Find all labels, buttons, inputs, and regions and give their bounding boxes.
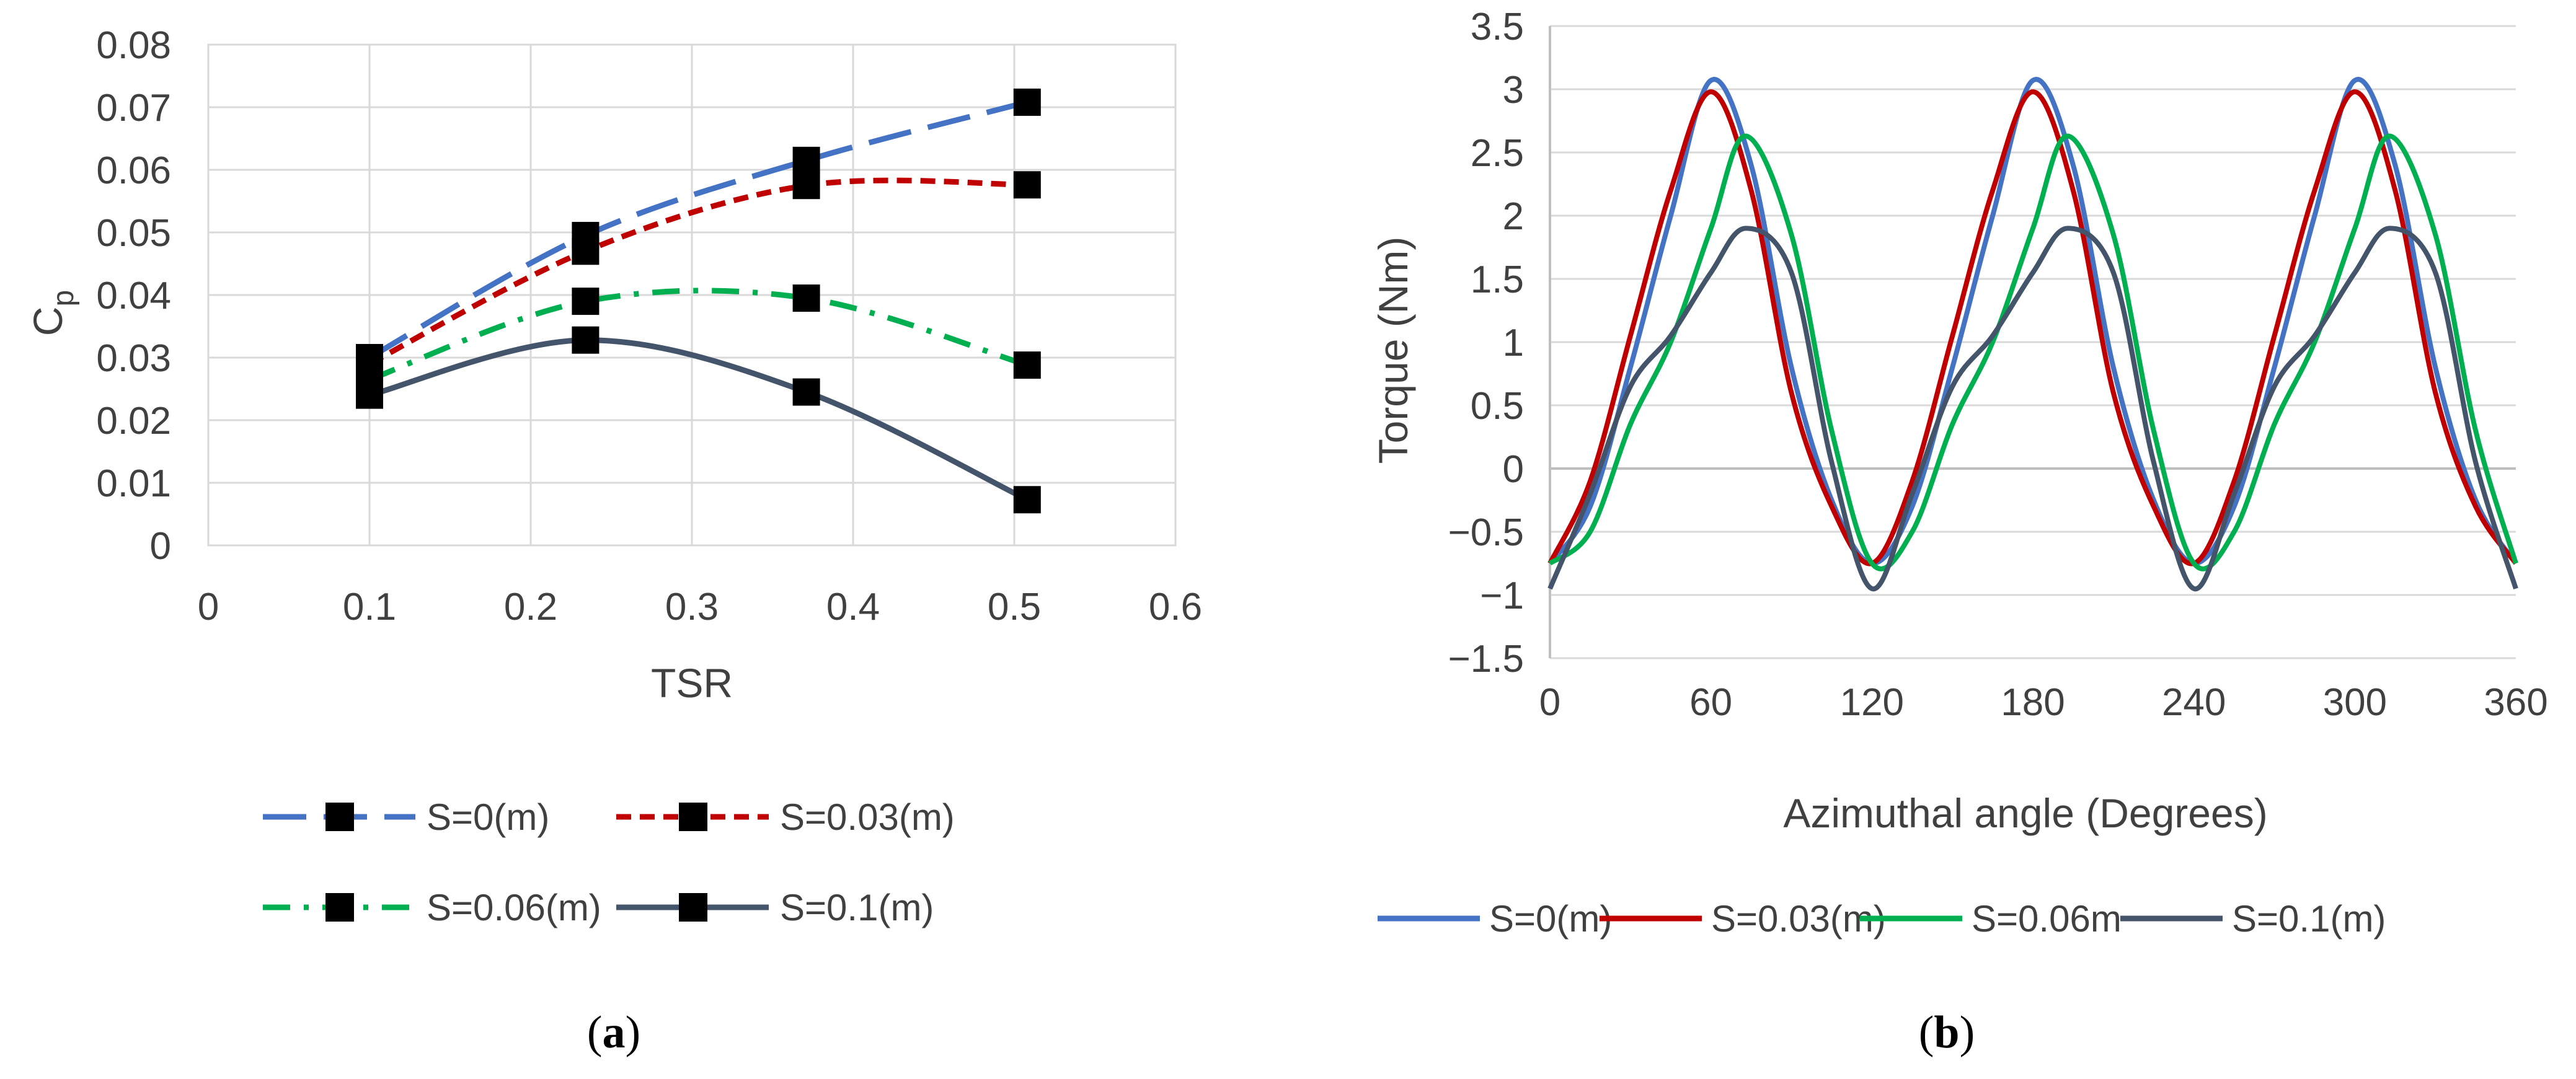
series-line-a-0 <box>368 99 1028 360</box>
legend-entry-b-1: S=0.03(m) <box>1600 898 1886 940</box>
series-line-a-2 <box>368 288 1029 382</box>
x-tick-label-a: 0.1 <box>343 586 396 628</box>
y-tick-label-a: 0 <box>150 525 171 568</box>
legend-label: S=0.03(m) <box>780 796 955 838</box>
y-tick-label-b: −1.5 <box>1448 638 1524 680</box>
x-axis-title-b: Azimuthal angle (Degrees) <box>1783 790 2267 836</box>
y-tick-label-a: 0.06 <box>96 149 171 192</box>
y-tick-label-b: 0.5 <box>1471 385 1524 428</box>
y-tick-label-b: 2 <box>1503 195 1524 238</box>
y-axis-title-b: Torque (Nm) <box>1370 237 1416 464</box>
y-tick-label-b: 3.5 <box>1471 6 1524 48</box>
y-tick-label-b: 0 <box>1503 448 1524 491</box>
series-line-b-1 <box>1547 89 2518 566</box>
legend-entry-b-0: S=0(m) <box>1378 898 1612 940</box>
data-marker-a <box>1013 351 1041 379</box>
legend-entry-a-2: S=0.06(m) <box>263 887 601 928</box>
y-tick-label-a: 0.02 <box>96 400 171 443</box>
series-group-b <box>1547 77 2518 591</box>
y-axis-title-a: Cp <box>25 290 80 336</box>
y-tick-label-a: 0.03 <box>96 337 171 380</box>
series-line-b-3 <box>1547 226 2518 591</box>
data-marker-a <box>1013 171 1041 199</box>
y-tick-label-a: 0.08 <box>96 24 171 67</box>
y-tick-labels-b: −1.5 −1 −0.5 0 0.5 1 1.5 2 2.5 3 3.5 <box>1448 6 1524 680</box>
legend-label: S=0.06m <box>1972 898 2122 940</box>
cp-vs-tsr-chart: 0 0.01 0.02 0.03 0.04 0.05 0.06 0.07 0.08 0 0.1 0.… <box>25 24 1202 1058</box>
x-tick-label-b: 60 <box>1689 681 1732 724</box>
series-line-b-0 <box>1547 77 2518 566</box>
data-marker-a <box>1013 88 1041 116</box>
y-tick-label-b: 1.5 <box>1471 258 1524 301</box>
y-tick-label-a: 0.07 <box>96 87 171 130</box>
y-tick-label-b: 3 <box>1503 69 1524 112</box>
y-tick-label-b: −0.5 <box>1448 511 1524 554</box>
gridlines-b <box>1549 25 2516 659</box>
legend-entry-a-1: S=0.03(m) <box>616 796 955 838</box>
x-tick-labels-b: 0 60 120 180 240 300 360 <box>1539 681 2548 724</box>
x-tick-label-b: 120 <box>1840 681 1904 724</box>
x-tick-label-a: 0 <box>198 586 219 628</box>
legend-entry-b-3: S=0.1(m) <box>2120 898 2386 940</box>
y-tick-label-a: 0.01 <box>96 462 171 505</box>
series-group-a <box>356 88 1041 514</box>
x-tick-label-a: 0.3 <box>665 586 719 628</box>
y-tick-label-b: 1 <box>1503 322 1524 364</box>
legend-label: S=0(m) <box>427 796 549 838</box>
legend-swatch-marker <box>325 803 354 831</box>
x-tick-label-b: 180 <box>2001 681 2065 724</box>
legend-label: S=0.1(m) <box>2232 898 2386 940</box>
x-tick-label-a: 0.6 <box>1149 586 1202 628</box>
torque-vs-azimuth-chart: −1.5 −1 −0.5 0 0.5 1 1.5 2 2.5 3 3.5 0 60 120 180 240 3… <box>1370 6 2548 1058</box>
data-marker-a <box>792 378 820 406</box>
gridlines-a <box>207 43 1177 547</box>
legend-swatch-marker <box>679 893 707 922</box>
data-marker-a <box>792 172 820 200</box>
y-tick-label-b: −1 <box>1480 575 1524 617</box>
data-marker-a <box>356 381 383 409</box>
x-tick-label-a: 0.2 <box>504 586 557 628</box>
x-tick-label-b: 0 <box>1539 681 1560 724</box>
panel-label-a: (a) <box>587 1007 640 1058</box>
legend-label: S=0(m) <box>1489 898 1612 940</box>
y-tick-label-a: 0.05 <box>96 212 171 255</box>
x-axis-title-a: TSR <box>651 660 733 706</box>
legend-swatch-marker <box>679 803 707 831</box>
legend-label: S=0.06(m) <box>427 887 601 928</box>
data-marker-a <box>572 237 600 265</box>
data-marker-a <box>792 284 820 312</box>
series-line-b-2 <box>1548 133 2518 571</box>
x-tick-label-a: 0.5 <box>988 586 1041 628</box>
y-tick-labels-a: 0 0.01 0.02 0.03 0.04 0.05 0.06 0.07 0.08 <box>96 24 171 568</box>
legend-label: S=0.1(m) <box>780 887 934 928</box>
data-marker-a <box>572 288 600 315</box>
x-tick-labels-a: 0 0.1 0.2 0.3 0.4 0.5 0.6 <box>198 586 1202 628</box>
y-tick-label-b: 2.5 <box>1471 132 1524 175</box>
legend-b: S=0(m) S=0.03(m) S=0.06m S=0.1(m) <box>1378 898 2386 940</box>
data-marker-a <box>792 146 820 174</box>
legend-label: S=0.03(m) <box>1711 898 1886 940</box>
legend-entry-b-2: S=0.06m <box>1860 898 2122 940</box>
data-marker-a <box>572 326 600 354</box>
legend-entry-a-0: S=0(m) <box>263 796 549 838</box>
legend-a: S=0(m) S=0.03(m) S=0.06(m) S=0.1(m) <box>263 796 955 928</box>
x-tick-label-a: 0.4 <box>826 586 880 628</box>
x-tick-label-b: 300 <box>2323 681 2387 724</box>
panel-label-b: (b) <box>1919 1007 1975 1058</box>
data-marker-a <box>1013 486 1041 514</box>
legend-entry-a-3: S=0.1(m) <box>616 887 934 928</box>
x-tick-label-b: 240 <box>2162 681 2226 724</box>
y-tick-label-a: 0.04 <box>96 275 171 317</box>
series-line-a-3 <box>368 337 1029 503</box>
legend-swatch-marker <box>325 893 354 922</box>
series-line-a-1 <box>368 177 1027 367</box>
x-tick-label-b: 360 <box>2484 681 2547 724</box>
